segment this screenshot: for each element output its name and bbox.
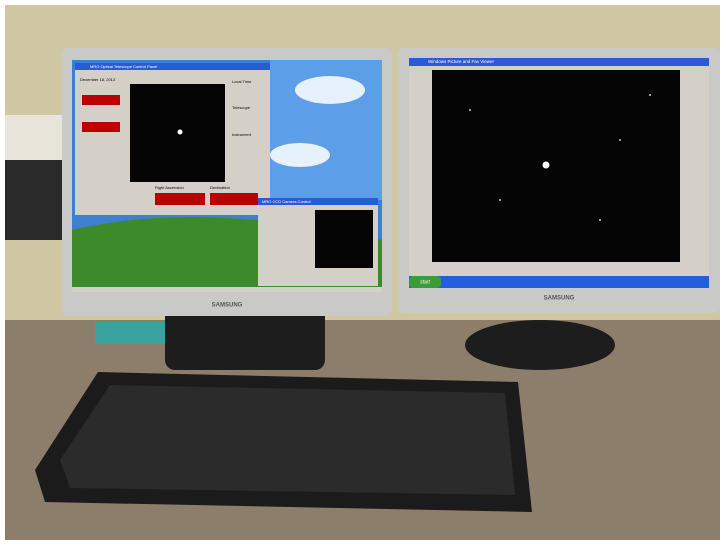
star-field: [130, 84, 225, 182]
cloud: [295, 76, 365, 104]
star: [619, 139, 621, 141]
cables: [5, 160, 65, 240]
photo: MRO Optical Telescope Control Panel Dece…: [0, 0, 725, 546]
start-label: start: [420, 279, 430, 285]
outlet: [5, 115, 65, 160]
led-display: [210, 193, 258, 205]
page: Photo {"left_monitor": {"brand": "SAMSUN…: [0, 0, 725, 546]
star: [469, 109, 471, 111]
star: [178, 130, 183, 135]
star-image: [432, 70, 680, 262]
date: December 18, 2013: [80, 77, 116, 82]
star: [499, 199, 501, 201]
window-title: MRO Optical Telescope Control Panel: [90, 64, 157, 69]
star: [543, 162, 550, 169]
window-title: MRO CCD Camera Control: [262, 199, 311, 204]
ccd-image: [315, 210, 373, 268]
star: [649, 94, 651, 96]
led-display: [155, 193, 205, 205]
label: Telescope: [232, 105, 251, 110]
key-area: [60, 385, 515, 495]
label: Local Time: [232, 79, 252, 84]
label: Right Ascension: [155, 185, 184, 190]
body: MRO Optical Telescope Control Panel Dece…: [0, 0, 725, 546]
taskbar: [409, 276, 709, 288]
right-stand: [465, 320, 615, 370]
led-display: [82, 95, 120, 105]
label: Instrument: [232, 132, 252, 137]
status-strip: [72, 287, 382, 292]
led-display: [82, 122, 120, 132]
star: [599, 219, 601, 221]
brand: SAMSUNG: [544, 296, 575, 302]
window-title: Windows Picture and Fax Viewer: [428, 59, 494, 64]
label: Declination: [210, 185, 230, 190]
brand: SAMSUNG: [212, 303, 243, 309]
cloud: [270, 143, 330, 167]
device: [95, 322, 165, 344]
